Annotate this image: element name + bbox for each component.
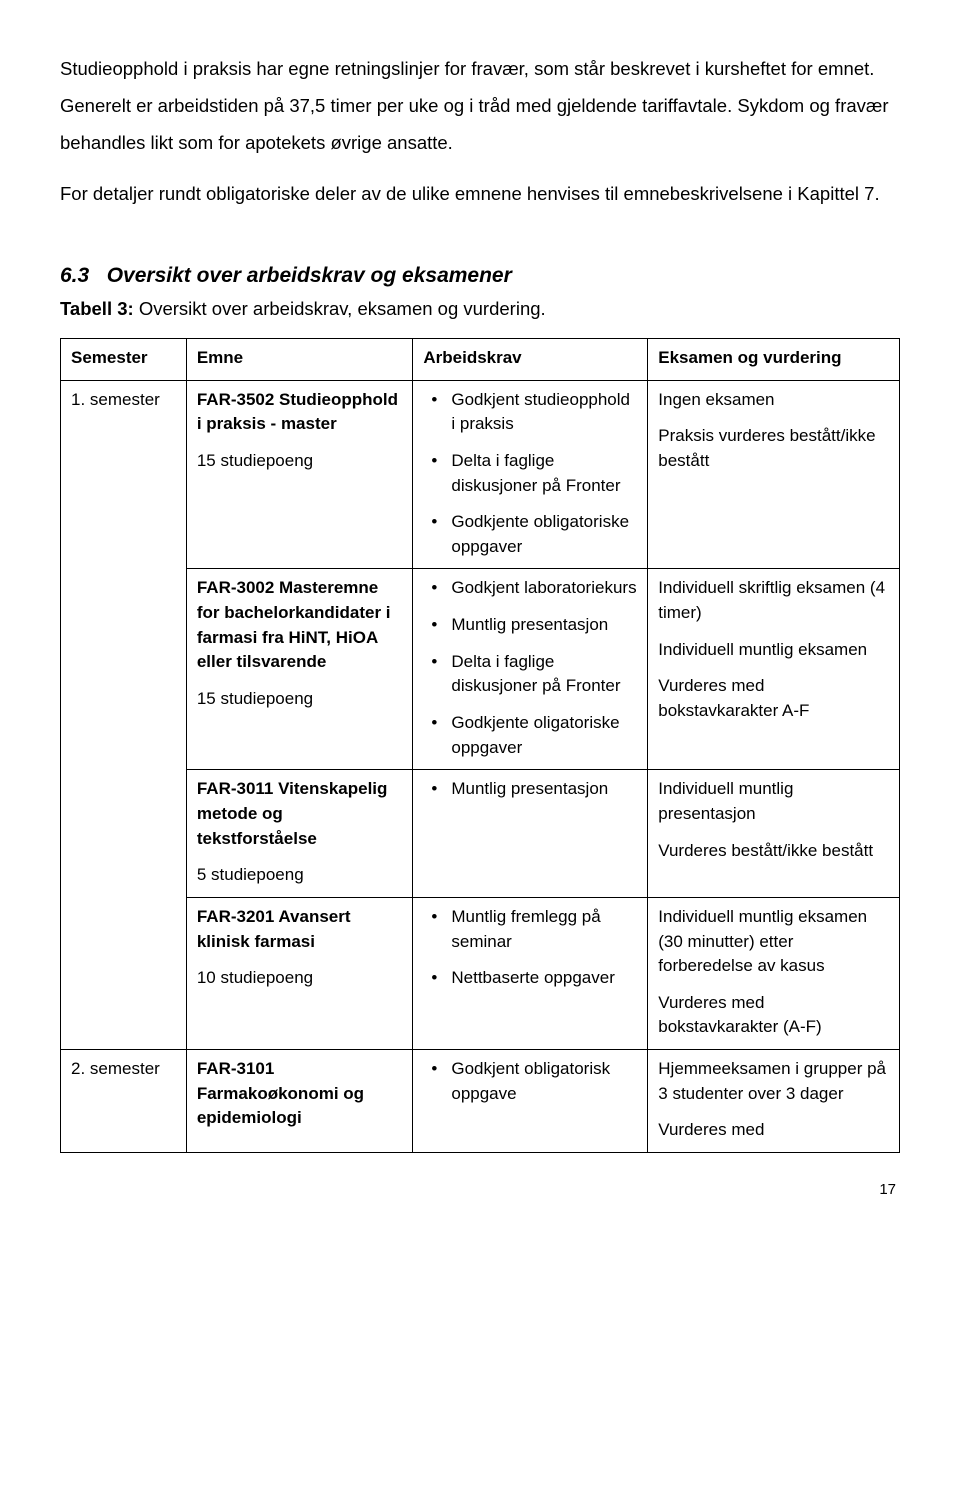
emne-sp: 15 studiepoeng <box>197 687 403 712</box>
arbeidskrav-item: Nettbaserte oppgaver <box>427 966 637 991</box>
arbeidskrav-table: Semester Emne Arbeidskrav Eksamen og vur… <box>60 338 900 1153</box>
semester-cell: 2. semester <box>61 1050 187 1153</box>
table-header-row: Semester Emne Arbeidskrav Eksamen og vur… <box>61 339 900 381</box>
eksamen-text: Individuell skriftlig eksamen (4 timer) <box>658 576 889 625</box>
page-number: 17 <box>60 1181 900 1198</box>
col-eksamen: Eksamen og vurdering <box>648 339 900 381</box>
eksamen-text: Praksis vurderes bestått/ikke bestått <box>658 424 889 473</box>
eksamen-cell: Individuell muntlig presentasjon Vurdere… <box>648 770 900 898</box>
arbeidskrav-item: Muntlig presentasjon <box>427 777 637 802</box>
emne-cell: FAR-3201 Avansert klinisk farmasi 10 stu… <box>186 897 413 1049</box>
arbeidskrav-item: Godkjente oligatoriske oppgaver <box>427 711 637 760</box>
body-paragraph: Studieopphold i praksis har egne retning… <box>60 50 900 161</box>
caption-text: Oversikt over arbeidskrav, eksamen og vu… <box>134 298 546 319</box>
eksamen-text: Vurderes med bokstavkarakter A-F <box>658 674 889 723</box>
emne-title: FAR-3011 Vitenskapelig metode og tekstfo… <box>197 777 403 851</box>
eksamen-text: Vurderes bestått/ikke bestått <box>658 839 889 864</box>
eksamen-text: Individuell muntlig eksamen (30 minutter… <box>658 905 889 979</box>
eksamen-cell: Individuell skriftlig eksamen (4 timer) … <box>648 569 900 770</box>
heading-title: Oversikt over arbeidskrav og eksamener <box>107 264 512 287</box>
arbeidskrav-cell: Godkjent laboratoriekurs Muntlig present… <box>413 569 648 770</box>
emne-cell: FAR-3502 Studieopphold i praksis - maste… <box>186 380 413 569</box>
table-row: FAR-3002 Masteremne for bachelorkandidat… <box>61 569 900 770</box>
heading-number: 6.3 <box>60 264 89 287</box>
emne-title: FAR-3101 Farmakoøkonomi og epidemiologi <box>197 1057 403 1131</box>
eksamen-cell: Ingen eksamen Praksis vurderes bestått/i… <box>648 380 900 569</box>
arbeidskrav-item: Godkjent studieopphold i praksis <box>427 388 637 437</box>
eksamen-text: Ingen eksamen <box>658 388 889 413</box>
body-paragraph: For detaljer rundt obligatoriske deler a… <box>60 175 900 212</box>
col-arbeidskrav: Arbeidskrav <box>413 339 648 381</box>
table-caption: Tabell 3: Oversikt over arbeidskrav, eks… <box>60 298 900 320</box>
arbeidskrav-item: Godkjente obligatoriske oppgaver <box>427 510 637 559</box>
arbeidskrav-item: Muntlig fremlegg på seminar <box>427 905 637 954</box>
arbeidskrav-item: Delta i faglige diskusjoner på Fronter <box>427 650 637 699</box>
col-semester: Semester <box>61 339 187 381</box>
arbeidskrav-cell: Godkjent obligatorisk oppgave <box>413 1050 648 1153</box>
emne-sp: 10 studiepoeng <box>197 966 403 991</box>
table-row: 1. semester FAR-3502 Studieopphold i pra… <box>61 380 900 569</box>
emne-cell: FAR-3011 Vitenskapelig metode og tekstfo… <box>186 770 413 898</box>
eksamen-text: Individuell muntlig presentasjon <box>658 777 889 826</box>
arbeidskrav-item: Delta i faglige diskusjoner på Fronter <box>427 449 637 498</box>
col-emne: Emne <box>186 339 413 381</box>
table-row: FAR-3201 Avansert klinisk farmasi 10 stu… <box>61 897 900 1049</box>
arbeidskrav-cell: Godkjent studieopphold i praksis Delta i… <box>413 380 648 569</box>
eksamen-text: Vurderes med <box>658 1118 889 1143</box>
arbeidskrav-item: Muntlig presentasjon <box>427 613 637 638</box>
arbeidskrav-item: Godkjent laboratoriekurs <box>427 576 637 601</box>
arbeidskrav-cell: Muntlig presentasjon <box>413 770 648 898</box>
emne-title: FAR-3002 Masteremne for bachelorkandidat… <box>197 576 403 675</box>
caption-label: Tabell 3: <box>60 298 134 319</box>
table-row: 2. semester FAR-3101 Farmakoøkonomi og e… <box>61 1050 900 1153</box>
emne-sp: 15 studiepoeng <box>197 449 403 474</box>
arbeidskrav-cell: Muntlig fremlegg på seminar Nettbaserte … <box>413 897 648 1049</box>
semester-cell: 1. semester <box>61 380 187 1049</box>
arbeidskrav-item: Godkjent obligatorisk oppgave <box>427 1057 637 1106</box>
table-row: FAR-3011 Vitenskapelig metode og tekstfo… <box>61 770 900 898</box>
eksamen-cell: Hjemmeeksamen i grupper på 3 studenter o… <box>648 1050 900 1153</box>
eksamen-text: Vurderes med bokstavkarakter (A-F) <box>658 991 889 1040</box>
eksamen-cell: Individuell muntlig eksamen (30 minutter… <box>648 897 900 1049</box>
eksamen-text: Hjemmeeksamen i grupper på 3 studenter o… <box>658 1057 889 1106</box>
emne-cell: FAR-3002 Masteremne for bachelorkandidat… <box>186 569 413 770</box>
emne-title: FAR-3502 Studieopphold i praksis - maste… <box>197 388 403 437</box>
section-heading: 6.3 Oversikt over arbeidskrav og eksamen… <box>60 264 900 288</box>
emne-cell: FAR-3101 Farmakoøkonomi og epidemiologi <box>186 1050 413 1153</box>
eksamen-text: Individuell muntlig eksamen <box>658 638 889 663</box>
emne-title: FAR-3201 Avansert klinisk farmasi <box>197 905 403 954</box>
emne-sp: 5 studiepoeng <box>197 863 403 888</box>
